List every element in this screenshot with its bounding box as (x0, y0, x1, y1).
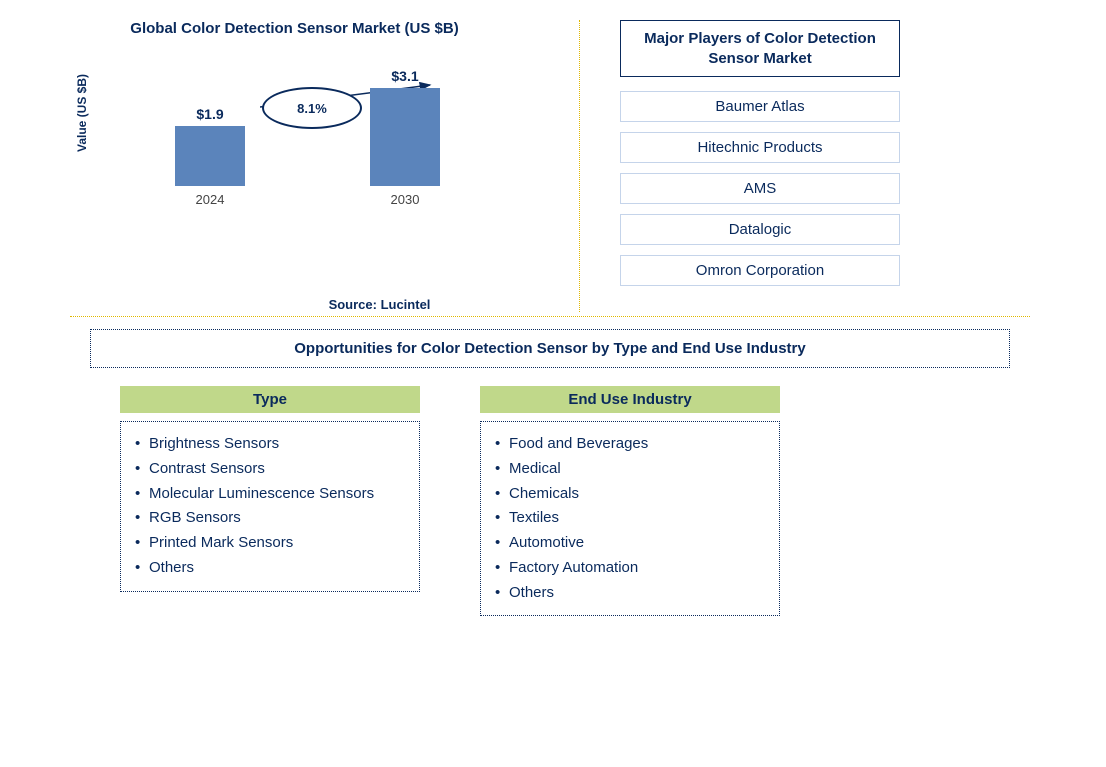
infographic-container: Global Color Detection Sensor Market (US… (70, 20, 1030, 616)
chart-title: Global Color Detection Sensor Market (US… (30, 20, 559, 37)
opportunity-column: End Use Industry Food and BeveragesMedica… (480, 386, 780, 616)
opportunity-list-item: Medical (495, 457, 765, 482)
opportunity-list-item: Molecular Luminescence Sensors (135, 482, 405, 507)
opportunities-title: Opportunities for Color Detection Sensor… (101, 340, 999, 357)
player-item: Hitechnic Products (620, 132, 900, 163)
opportunity-list-item: Factory Automation (495, 556, 765, 581)
bar-category-label: 2024 (175, 192, 245, 207)
players-title-box: Major Players of Color Detection Sensor … (620, 20, 900, 77)
y-axis-label: Value (US $B) (75, 74, 89, 152)
horizontal-divider (70, 316, 1030, 317)
chart-section: Global Color Detection Sensor Market (US… (70, 20, 580, 312)
opportunity-list: Food and BeveragesMedicalChemicalsTextil… (495, 432, 765, 605)
opportunity-list: Brightness SensorsContrast SensorsMolecu… (135, 432, 405, 581)
bar-chart: Value (US $B) 8.1% $1.92024$3.12030 (130, 77, 490, 237)
bar (175, 126, 245, 186)
opportunity-list-item: Contrast Sensors (135, 457, 405, 482)
opportunity-list-item: Food and Beverages (495, 432, 765, 457)
opportunities-title-box: Opportunities for Color Detection Sensor… (90, 329, 1010, 368)
growth-rate-ellipse: 8.1% (262, 87, 362, 129)
bar-category-label: 2030 (370, 192, 440, 207)
player-item: AMS (620, 173, 900, 204)
opportunity-list-item: Brightness Sensors (135, 432, 405, 457)
bar (370, 88, 440, 186)
opportunity-list-box: Food and BeveragesMedicalChemicalsTextil… (480, 421, 780, 616)
bar-value-label: $3.1 (370, 68, 440, 84)
opportunity-list-item: Others (135, 556, 405, 581)
opportunity-column: Type Brightness SensorsContrast SensorsMo… (120, 386, 420, 616)
player-item: Omron Corporation (620, 255, 900, 286)
opportunity-column-header: End Use Industry (480, 386, 780, 413)
player-item: Baumer Atlas (620, 91, 900, 122)
bar-2030: $3.1 2030 (370, 68, 440, 207)
source-text: Source: Lucintel (200, 297, 559, 312)
opportunities-columns: Type Brightness SensorsContrast SensorsMo… (70, 386, 1030, 616)
opportunity-list-item: Others (495, 581, 765, 606)
top-row: Global Color Detection Sensor Market (US… (70, 20, 1030, 312)
bar-value-label: $1.9 (175, 106, 245, 122)
opportunity-list-item: Printed Mark Sensors (135, 531, 405, 556)
players-title: Major Players of Color Detection Sensor … (631, 29, 889, 68)
opportunity-column-header: Type (120, 386, 420, 413)
player-item: Datalogic (620, 214, 900, 245)
growth-ellipse-wrap: 8.1% (262, 87, 362, 129)
opportunity-list-item: RGB Sensors (135, 506, 405, 531)
opportunity-list-item: Chemicals (495, 482, 765, 507)
opportunity-list-item: Textiles (495, 506, 765, 531)
major-players-section: Major Players of Color Detection Sensor … (580, 20, 940, 312)
opportunity-list-item: Automotive (495, 531, 765, 556)
bar-2024: $1.9 2024 (175, 106, 245, 207)
opportunity-list-box: Brightness SensorsContrast SensorsMolecu… (120, 421, 420, 592)
